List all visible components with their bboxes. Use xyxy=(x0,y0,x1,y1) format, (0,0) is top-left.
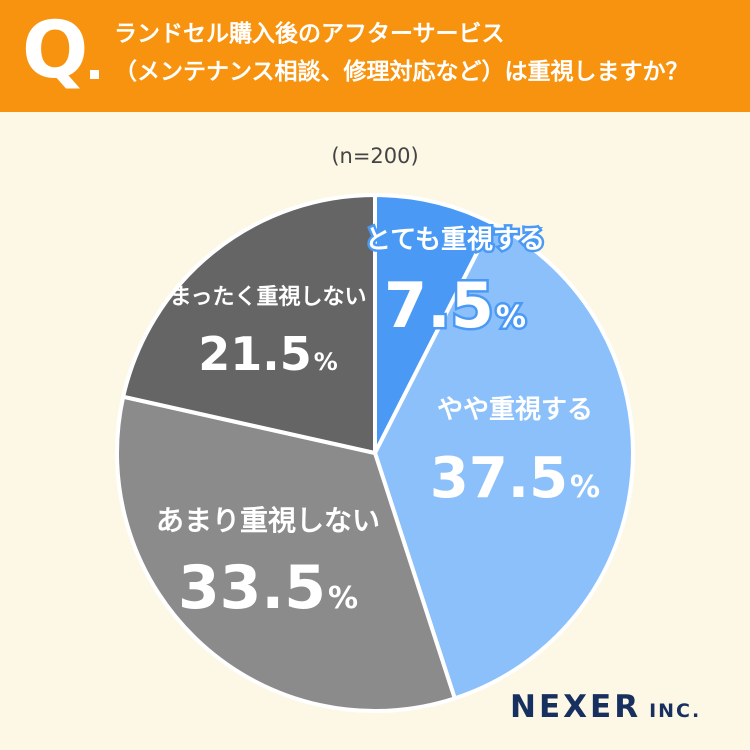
slice-label-4: まったく重視しない xyxy=(169,285,366,310)
slice-value-3: 33.5% xyxy=(178,553,358,623)
question-text-line1: ランドセル購入後のアフターサービス xyxy=(114,21,505,47)
q-mark-dot xyxy=(90,70,99,79)
pie-slice-2 xyxy=(373,221,635,701)
pie-slice-1 xyxy=(373,193,495,455)
nexer-logo: NEXER INC. xyxy=(510,692,701,723)
logo-suffix: INC. xyxy=(649,700,702,722)
slice-label-2: やや重視する xyxy=(437,395,593,425)
q-mark: Q xyxy=(22,6,89,96)
slice-value-2: 37.5% xyxy=(430,446,600,511)
slice-label-3: あまり重視しない xyxy=(156,504,380,537)
question-text-line2: （メンテナンス相談、修理対応など）は重視しますか？ xyxy=(114,59,689,85)
slice-value-1: 7.5% xyxy=(384,269,526,342)
slice-value-4: 21.5% xyxy=(198,327,338,381)
pie-slice-3 xyxy=(115,394,457,713)
pie-slice-4 xyxy=(121,193,377,455)
sample-size-label: (n=200) xyxy=(331,144,419,168)
logo-name: NEXER xyxy=(510,689,642,725)
slice-label-1: とても重視する xyxy=(365,225,545,255)
question-header: Q ランドセル購入後のアフターサービス （メンテナンス相談、修理対応など）は重視… xyxy=(0,0,750,112)
